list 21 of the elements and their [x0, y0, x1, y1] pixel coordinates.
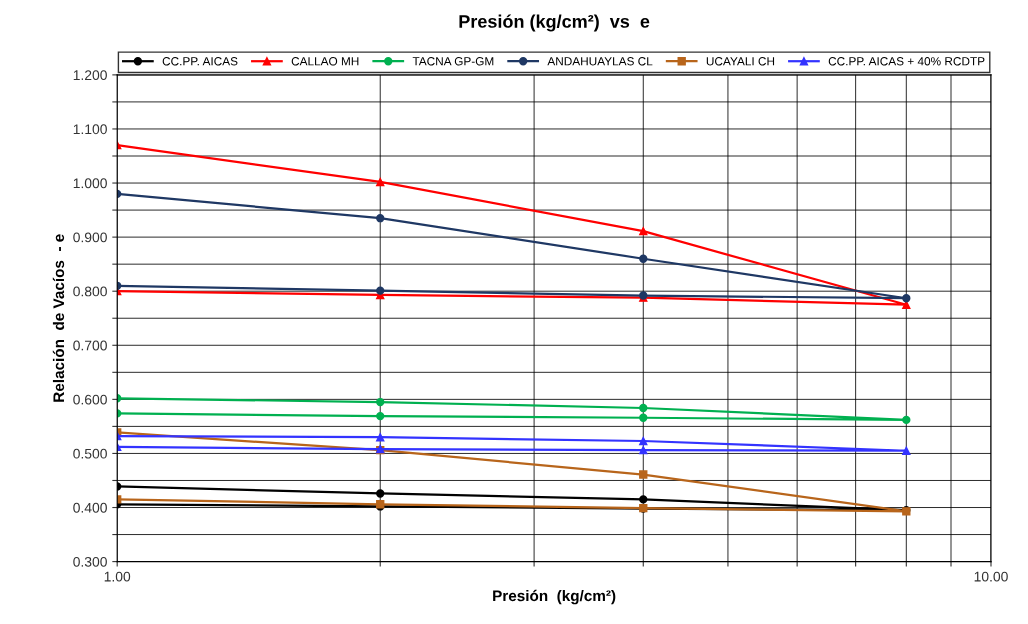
y-tick-label: 0.700	[73, 340, 107, 351]
x-axis-title: Presión (kg/cm²)	[493, 589, 616, 605]
legend-label: UCAYALI CH	[706, 57, 775, 66]
y-tick-label: 0.500	[73, 448, 107, 459]
legend-label: ANDAHUAYLAS CL	[547, 57, 653, 66]
legend-label: CC.PP. AICAS	[162, 57, 238, 66]
y-tick-label: 0.800	[73, 286, 107, 297]
y-tick-label: 1.100	[73, 124, 107, 135]
y-axis-title: Relación de Vacíos - e	[52, 234, 65, 402]
y-tick-label: 0.900	[73, 232, 107, 243]
y-tick-label: 0.400	[73, 502, 107, 513]
x-tick-label: 1.00	[104, 571, 131, 582]
chart-title: Presión (kg/cm²) vs e	[459, 14, 650, 32]
y-tick-label: 1.000	[73, 178, 107, 189]
x-tick-label: 10.00	[974, 571, 1008, 582]
y-tick-label: 0.300	[73, 556, 107, 567]
legend-label: TACNA GP-GM	[412, 57, 494, 66]
legend-label: CALLAO MH	[291, 57, 359, 66]
y-tick-label: 1.200	[73, 70, 107, 81]
y-tick-label: 0.600	[73, 394, 107, 405]
legend-label: CC.PP. AICAS + 40% RCDTP	[828, 57, 985, 66]
